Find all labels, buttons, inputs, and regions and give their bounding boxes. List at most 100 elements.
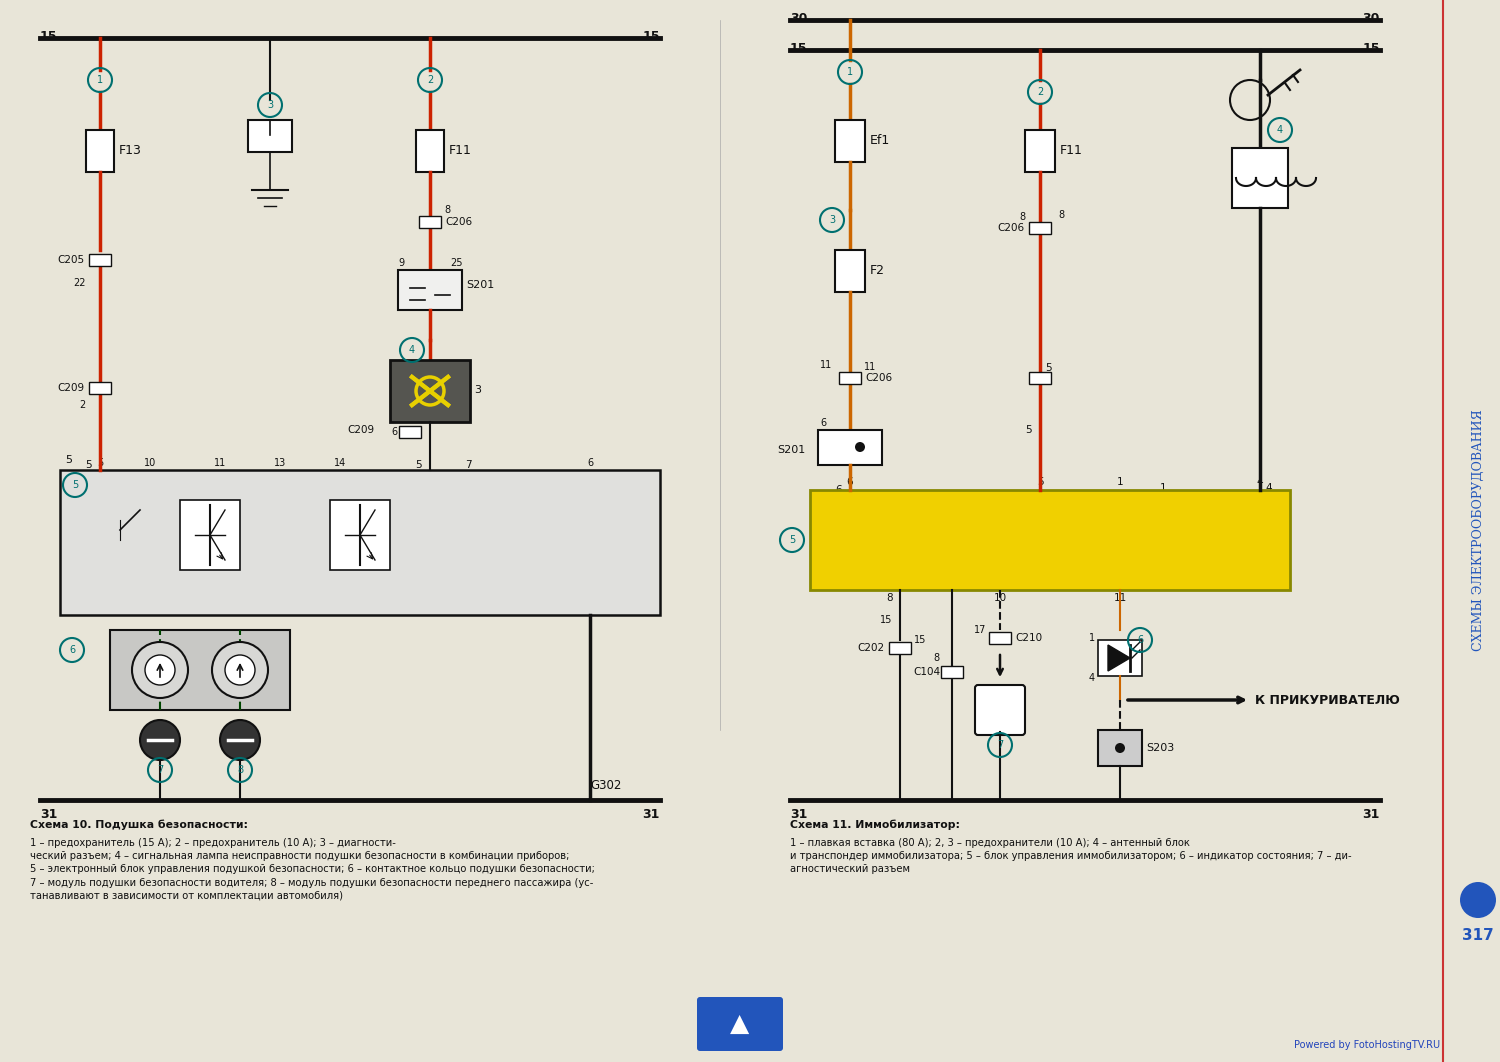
Text: 317: 317 xyxy=(1462,927,1494,942)
Bar xyxy=(818,430,882,465)
Text: 5: 5 xyxy=(64,455,72,465)
Text: 15: 15 xyxy=(790,42,807,55)
Bar xyxy=(1024,130,1054,172)
Circle shape xyxy=(146,655,176,685)
Text: 5: 5 xyxy=(72,480,78,490)
Text: 6: 6 xyxy=(836,485,842,495)
Text: 8: 8 xyxy=(444,205,450,215)
Bar xyxy=(88,382,111,394)
Text: 30: 30 xyxy=(790,12,807,25)
Text: 6: 6 xyxy=(821,418,827,428)
Bar xyxy=(1098,730,1142,766)
Bar xyxy=(890,643,910,654)
Text: 15: 15 xyxy=(40,30,57,42)
Text: C206: C206 xyxy=(446,217,472,227)
Text: 5: 5 xyxy=(789,535,795,545)
Text: 31: 31 xyxy=(790,808,807,821)
Text: 1 – предохранитель (15 А); 2 – предохранитель (10 А); 3 – диагности-
ческий разъ: 1 – предохранитель (15 А); 2 – предохран… xyxy=(30,838,596,901)
Text: 2: 2 xyxy=(1036,87,1042,97)
Text: 5: 5 xyxy=(1036,477,1044,487)
Text: M: M xyxy=(993,702,1008,718)
Text: 4: 4 xyxy=(1089,673,1095,683)
Text: 4: 4 xyxy=(1276,125,1282,135)
Bar xyxy=(60,470,660,615)
Text: 7: 7 xyxy=(998,740,1004,750)
Circle shape xyxy=(1114,743,1125,753)
Text: 5: 5 xyxy=(86,460,92,470)
Bar xyxy=(330,500,390,570)
Text: 17: 17 xyxy=(974,626,986,635)
Circle shape xyxy=(211,643,268,698)
Text: 6: 6 xyxy=(69,645,75,655)
Text: 14: 14 xyxy=(334,458,346,468)
Text: 1: 1 xyxy=(98,75,104,85)
Bar xyxy=(399,426,422,438)
Text: 11: 11 xyxy=(819,360,833,370)
FancyBboxPatch shape xyxy=(975,685,1024,735)
Text: 1: 1 xyxy=(1089,633,1095,643)
Text: 1: 1 xyxy=(1160,483,1167,493)
Text: 3: 3 xyxy=(830,215,836,225)
Text: 6: 6 xyxy=(586,458,592,468)
Text: 8: 8 xyxy=(1058,210,1064,220)
Circle shape xyxy=(132,643,188,698)
Text: 11: 11 xyxy=(1113,593,1126,603)
Text: 25: 25 xyxy=(450,258,462,268)
Text: 5: 5 xyxy=(416,460,422,470)
Circle shape xyxy=(1460,883,1496,918)
Text: 5: 5 xyxy=(1026,425,1032,435)
Text: G302: G302 xyxy=(590,780,621,792)
Text: ▲: ▲ xyxy=(730,1012,750,1037)
Bar xyxy=(988,632,1011,644)
Text: 13: 13 xyxy=(274,458,286,468)
Text: S201: S201 xyxy=(466,280,495,290)
Text: C205: C205 xyxy=(58,255,86,266)
Text: S203: S203 xyxy=(1146,743,1174,753)
Text: 11: 11 xyxy=(864,362,876,372)
Text: F11: F11 xyxy=(1060,144,1083,157)
Text: Powered by FotoHostingTV.RU: Powered by FotoHostingTV.RU xyxy=(1294,1040,1440,1050)
Text: 1: 1 xyxy=(847,67,853,78)
Text: 4: 4 xyxy=(1264,483,1272,493)
Bar xyxy=(836,250,866,292)
Bar xyxy=(88,254,111,266)
Text: C104: C104 xyxy=(914,667,940,676)
Text: 8: 8 xyxy=(1020,212,1026,222)
Text: ●: ● xyxy=(1464,886,1491,914)
Bar xyxy=(248,120,292,152)
Text: К ПРИКУРИВАТЕЛЮ: К ПРИКУРИВАТЕЛЮ xyxy=(1256,693,1400,706)
Text: 6: 6 xyxy=(1137,635,1143,645)
Text: 3: 3 xyxy=(267,100,273,110)
Text: F11: F11 xyxy=(448,144,472,157)
Text: Схема 11. Иммобилизатор:: Схема 11. Иммобилизатор: xyxy=(790,820,960,830)
Circle shape xyxy=(220,720,260,760)
Text: 15: 15 xyxy=(1362,42,1380,55)
Polygon shape xyxy=(1108,645,1130,671)
Circle shape xyxy=(855,442,865,452)
Text: C209: C209 xyxy=(348,425,375,435)
Text: 5: 5 xyxy=(98,458,104,468)
Text: 5: 5 xyxy=(1046,363,1052,373)
Text: 2: 2 xyxy=(427,75,433,85)
Text: 4: 4 xyxy=(410,345,416,355)
Text: 6: 6 xyxy=(392,427,398,436)
Text: 15: 15 xyxy=(879,615,892,626)
Text: S201: S201 xyxy=(777,445,806,455)
Text: C202: C202 xyxy=(858,643,885,653)
Text: 9: 9 xyxy=(398,258,404,268)
Text: 3: 3 xyxy=(474,386,482,395)
Text: 30: 30 xyxy=(1362,12,1380,25)
Text: 31: 31 xyxy=(1362,808,1380,821)
Text: Ef1: Ef1 xyxy=(870,135,891,148)
Text: 8: 8 xyxy=(237,765,243,775)
Bar xyxy=(110,630,290,710)
Bar xyxy=(1029,372,1051,384)
Circle shape xyxy=(140,720,180,760)
Text: 8: 8 xyxy=(886,593,894,603)
Bar xyxy=(839,372,861,384)
Bar xyxy=(1098,640,1142,676)
Text: 15: 15 xyxy=(914,635,927,645)
Text: C210: C210 xyxy=(1016,633,1042,643)
Text: 1 – плавкая вставка (80 А); 2, 3 – предохранители (10 А); 4 – антенный блок
и тр: 1 – плавкая вставка (80 А); 2, 3 – предо… xyxy=(790,838,1352,874)
Text: 7: 7 xyxy=(158,765,164,775)
